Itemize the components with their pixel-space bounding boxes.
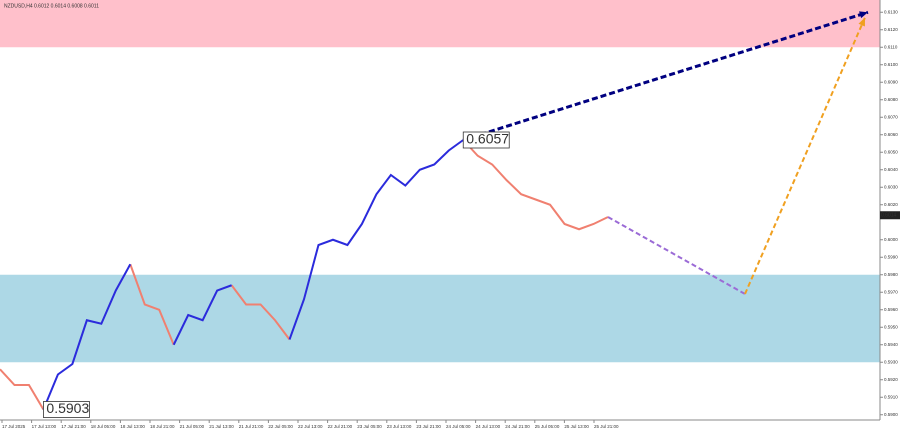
y-tick-label: 0.6040: [884, 167, 898, 172]
x-tick-label: 23 Jul 21:00: [416, 424, 441, 429]
y-tick-label: 0.5940: [884, 342, 898, 347]
y-tick-label: 0.5930: [884, 359, 898, 364]
arrow-head: [859, 11, 868, 19]
price-wave: [129, 263, 175, 346]
y-tick-label: 0.6020: [884, 202, 898, 207]
zones: [0, 0, 880, 363]
y-tick-label: 0.6060: [884, 132, 898, 137]
y-tick-label: 0.6070: [884, 114, 898, 119]
price-wave: [42, 263, 132, 410]
y-tick-label: 0.6110: [884, 44, 898, 49]
x-tick-label: 21 Jul 21:00: [239, 424, 264, 429]
x-tick-label: 17 Jul 21:00: [61, 424, 86, 429]
annotation-label: 0.5903: [46, 400, 89, 416]
y-tick-label: 0.6050: [884, 149, 898, 154]
y-tick-label: 0.6080: [884, 97, 898, 102]
x-tick-label: 18 Jul 21:00: [150, 424, 175, 429]
price-wave: [172, 284, 232, 346]
y-tick-label: 0.5980: [884, 272, 898, 277]
forecast-line: [462, 10, 869, 142]
current-price-label: 0.6014: [881, 213, 897, 219]
price-wave: [288, 139, 464, 340]
y-tick-label: 0.6100: [884, 62, 898, 67]
x-tick-label: 21 Jul 13:00: [209, 424, 234, 429]
annotation-box: [43, 401, 90, 418]
y-tick-label: 0.6030: [884, 184, 898, 189]
y-tick-label: 0.6120: [884, 27, 898, 32]
arrow-head: [858, 17, 865, 27]
y-tick-label: 0.5970: [884, 289, 898, 294]
forecast-line: [744, 17, 866, 295]
x-tick-label: 17 Jul 13:00: [32, 424, 57, 429]
forecast-line: [607, 216, 746, 295]
x-tick-label: 24 Jul 05:00: [446, 424, 471, 429]
x-tick-label: 25 Jul 13:00: [564, 424, 589, 429]
y-tick-label: 0.5960: [884, 307, 898, 312]
y-tick-label: 0.5920: [884, 377, 898, 382]
x-tick-label: 24 Jul 13:00: [476, 424, 501, 429]
current-price-box: [880, 211, 900, 220]
x-tick-label: 18 Jul 05:00: [91, 424, 116, 429]
x-tick-label: 22 Jul 05:00: [268, 424, 293, 429]
zone: [0, 274, 880, 363]
y-tick-label: 0.5900: [884, 412, 898, 417]
y-tick-label: 0.6000: [884, 237, 898, 242]
x-tick-label: 24 Jul 21:00: [505, 424, 530, 429]
x-tick-label: 21 Jul 05:00: [180, 424, 205, 429]
x-tick-label: 25 Jul 21:00: [594, 424, 619, 429]
x-tick-label: 22 Jul 21:00: [328, 424, 353, 429]
y-tick-label: 0.5910: [884, 394, 898, 399]
x-tick-label: 22 Jul 13:00: [298, 424, 323, 429]
x-tick-label: 18 Jul 13:00: [120, 424, 145, 429]
y-tick-label: 0.5990: [884, 254, 898, 259]
x-tick-label: 23 Jul 05:00: [357, 424, 382, 429]
y-tick-label: 0.6130: [884, 9, 898, 14]
price-wave: [0, 368, 45, 411]
zone: [0, 0, 880, 48]
x-tick-label: 17 Jul 2025: [2, 424, 26, 429]
annotation-box: [462, 131, 510, 149]
x-tick-label: 23 Jul 13:00: [387, 424, 412, 429]
x-tick-label: 25 Jul 05:00: [535, 424, 560, 429]
price-wave: [230, 284, 291, 341]
annotation-label: 0.6057: [466, 131, 509, 147]
y-tick-label: 0.6090: [884, 79, 898, 84]
chart-title: NZDUSD,H4 0.6012 0.6014 0.6008 0.6011: [4, 3, 99, 9]
price-wave: [462, 139, 609, 231]
y-tick-label: 0.5950: [884, 324, 898, 329]
